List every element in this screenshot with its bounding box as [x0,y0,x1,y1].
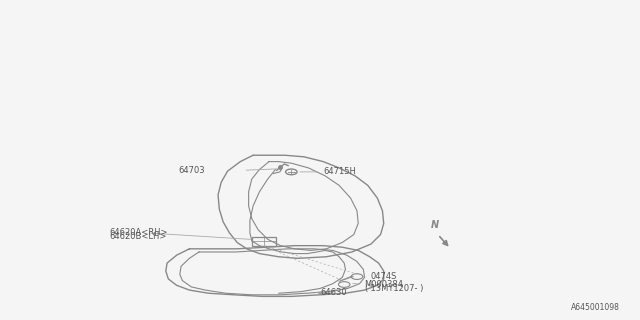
Text: 64620B<LH>: 64620B<LH> [109,232,167,241]
Text: 0474S: 0474S [371,272,397,281]
Text: M000384: M000384 [365,280,404,289]
Text: ('13MY1207- ): ('13MY1207- ) [365,284,423,293]
Text: 64715H: 64715H [323,167,356,176]
Bar [252,237,276,246]
Text: 64630: 64630 [320,288,347,297]
Text: 64703: 64703 [179,166,205,175]
Text: N: N [431,220,439,230]
Text: A645001098: A645001098 [571,303,620,312]
Text: 64620A<RH>: 64620A<RH> [109,228,168,237]
